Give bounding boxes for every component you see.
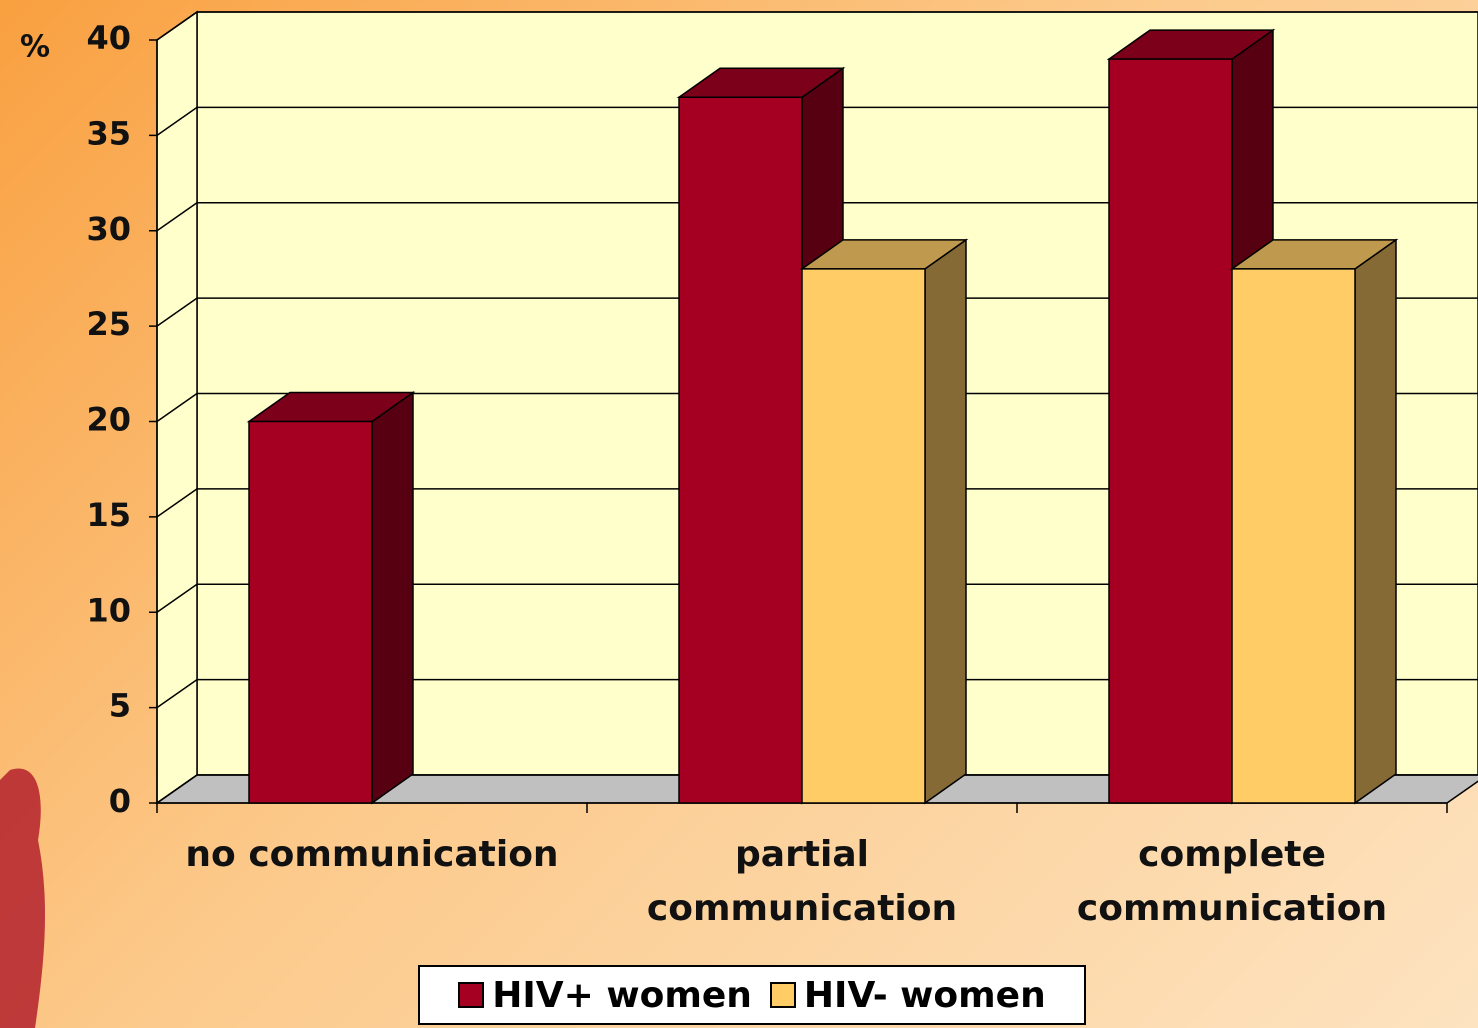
- x-tick-label: complete communication: [1062, 828, 1402, 936]
- decoration: [0, 768, 45, 1028]
- bar-side: [925, 240, 966, 803]
- y-axis-label: %: [20, 30, 50, 65]
- legend-swatch: [458, 982, 484, 1008]
- y-tick-label: 20: [86, 401, 131, 439]
- y-tick-label: 35: [86, 114, 131, 152]
- legend-item: HIV- women: [770, 975, 1046, 1016]
- y-tick-label: 40: [86, 19, 131, 57]
- legend-label: HIV- women: [804, 975, 1046, 1016]
- y-tick-label: 10: [86, 591, 131, 629]
- y-tick-label: 30: [86, 210, 131, 248]
- legend-swatch: [770, 982, 796, 1008]
- bar-side: [372, 393, 413, 804]
- x-tick-label: no communication: [157, 828, 587, 882]
- y-tick-label: 0: [109, 782, 131, 820]
- bar: [802, 269, 925, 803]
- x-tick-label: partial communication: [632, 828, 972, 936]
- y-tick-label: 5: [109, 687, 131, 725]
- legend-item: HIV+ women: [458, 975, 752, 1016]
- y-tick-label: 15: [86, 496, 131, 534]
- legend-label: HIV+ women: [492, 975, 752, 1016]
- page: % 0510152025303540 HIV+ womenHIV- women …: [0, 0, 1478, 1028]
- bar-side: [1355, 240, 1396, 803]
- bar: [1232, 269, 1355, 803]
- y-tick-label: 25: [86, 305, 131, 343]
- bar: [1109, 59, 1232, 803]
- bar: [679, 97, 802, 803]
- legend: HIV+ women HIV- women: [418, 965, 1086, 1025]
- bar: [249, 422, 372, 804]
